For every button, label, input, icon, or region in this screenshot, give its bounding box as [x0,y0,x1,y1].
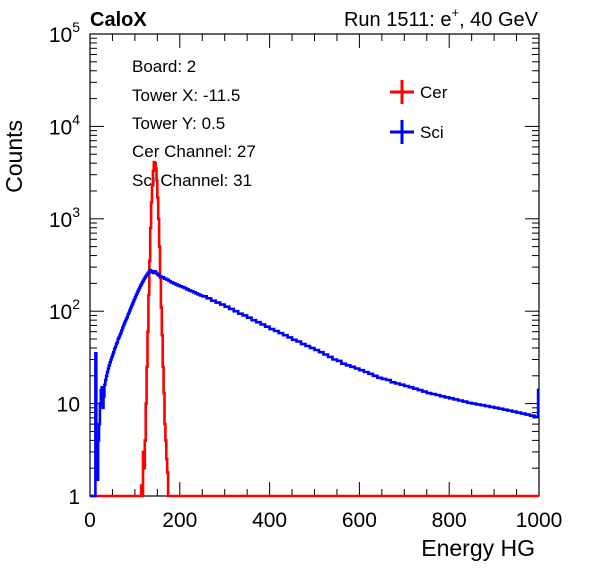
x-tick-label: 0 [84,509,96,532]
series-sci-line [90,268,540,498]
axis-ticks [89,34,540,497]
y-tick-label: 105 [49,19,80,47]
info-box-background [122,50,290,194]
info-tower-x: Tower X: -11.5 [132,86,240,105]
info-tower-y: Tower Y: 0.5 [132,114,225,133]
y-tick-exponent: 3 [72,204,80,220]
y-tick-label: 103 [49,204,80,232]
legend: Cer Sci [390,80,448,144]
run-label-sup: + [451,5,459,20]
info-sci-channel: Sci Channel: 31 [132,171,252,190]
x-axis-title: Energy HG [421,535,535,561]
experiment-label: CaloX [90,9,147,31]
y-tick-base: 10 [49,301,72,324]
legend-sci-label: Sci [420,123,444,142]
y-tick-base: 10 [49,209,72,232]
y-tick-base: 10 [49,24,72,47]
y-tick-label: 1 [68,486,80,509]
series-cer-line [90,160,539,498]
info-cer-channel: Cer Channel: 27 [132,142,256,161]
y-tick-base: 10 [49,116,72,139]
y-tick-exponent: 4 [72,111,80,127]
series-lines [90,160,540,498]
y-tick-base: 10 [57,394,80,417]
run-label-main: Run 1511: e [344,9,452,31]
y-axis-title: Counts [1,120,27,193]
x-tick-label: 1000 [516,509,563,532]
y-tick-exponent: 5 [72,19,80,35]
run-label: Run 1511: e+, 40 GeV [344,5,539,31]
info-board: Board: 2 [132,57,196,76]
x-tick-label: 200 [162,509,197,532]
x-tick-label: 400 [252,509,287,532]
y-tick-base: 1 [68,486,80,509]
info-box: Board: 2 Tower X: -11.5 Tower Y: 0.5 Cer… [122,50,290,194]
x-tick-label: 600 [342,509,377,532]
run-label-energy: , 40 GeV [459,9,539,31]
y-tick-label: 10 [57,394,80,417]
legend-cer-label: Cer [420,83,448,102]
y-tick-exponent: 2 [72,296,80,312]
x-tick-labels: 0 200 400 600 800 1000 [84,509,562,532]
y-tick-label: 104 [49,111,80,139]
x-tick-label: 800 [432,509,467,532]
y-tick-label: 102 [49,296,80,324]
